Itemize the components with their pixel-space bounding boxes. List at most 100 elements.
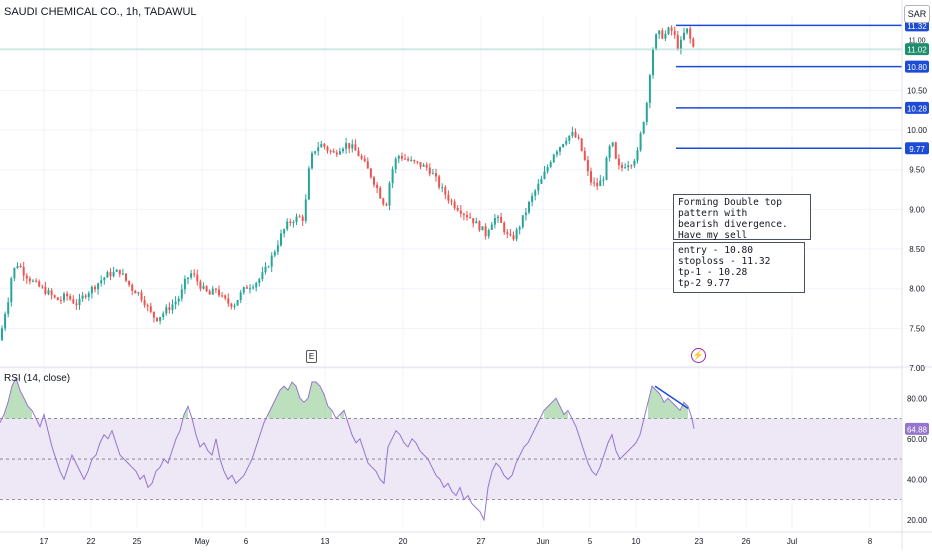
candle-body [128, 280, 131, 285]
x-tick-label: 13 [321, 537, 330, 546]
candle-body [59, 300, 62, 302]
x-tick-label: Jul [787, 537, 797, 546]
candle-body [193, 273, 196, 275]
annotation-note-1[interactable]: Forming Double top pattern with bearish … [673, 194, 811, 252]
candle-body [106, 272, 109, 278]
candle-body [373, 177, 375, 185]
level-label: 11.32 [907, 22, 927, 31]
candle-body [273, 251, 276, 256]
candle-body [174, 301, 177, 305]
candle-body [187, 277, 189, 279]
candle-body [255, 283, 258, 288]
rsi-overbought-fill [648, 386, 688, 419]
candle-body [385, 204, 388, 206]
candle-body [692, 38, 695, 47]
candle-body [7, 302, 10, 314]
candle-body [342, 148, 344, 152]
candle-body [568, 135, 571, 141]
annotation-note-2[interactable]: entry - 10.80 stoploss - 11.32 tp-1 - 10… [673, 242, 805, 293]
candle-body [183, 278, 186, 290]
candle-body [112, 271, 115, 277]
candle-body [376, 184, 379, 188]
candle-body [249, 288, 251, 290]
chart-title: SAUDI CHEMICAL CO., 1h, TADAWUL [4, 6, 197, 18]
candle-body [38, 281, 41, 287]
price-tick-label: 7.50 [909, 324, 925, 333]
lightning-icon[interactable]: ⚡ [691, 348, 706, 363]
candle-body [63, 293, 65, 301]
candle-body [338, 151, 341, 155]
rsi-last-label: 64.88 [907, 425, 928, 434]
rsi-tick-label: 80.00 [907, 394, 928, 403]
earnings-marker[interactable]: E [306, 350, 317, 363]
candle-body [673, 30, 676, 36]
candle-body [490, 224, 493, 230]
candle-body [413, 160, 416, 162]
candle-body [500, 216, 503, 223]
candle-body [348, 143, 351, 149]
candle-body [19, 265, 22, 268]
candle-body [475, 221, 478, 224]
candle-body [276, 245, 279, 252]
candle-body [459, 210, 462, 214]
rsi-tick-label: 40.00 [907, 475, 928, 484]
currency-badge[interactable]: SAR [904, 5, 930, 23]
candle-body [630, 165, 633, 167]
rsi-last-badge [905, 422, 929, 435]
candle-body [149, 306, 152, 312]
candle-body [146, 305, 149, 307]
candle-body [177, 298, 180, 302]
candle-body [670, 27, 673, 31]
candle-body [35, 280, 38, 282]
candle-body [289, 221, 292, 223]
last-price-badge [905, 43, 929, 56]
candle-body [667, 27, 670, 35]
candle-body [478, 221, 481, 231]
candle-body [679, 39, 682, 50]
candle-body [211, 288, 214, 295]
levels[interactable]: 11.32 10.80 10.28 9.77 11.02 [0, 19, 929, 155]
x-tick-label: 10 [632, 537, 641, 546]
candle-body [84, 295, 87, 298]
price-tick-label: 8.50 [909, 245, 925, 254]
candle-body [351, 144, 354, 149]
candle-body [221, 295, 224, 297]
candle-body [41, 286, 44, 288]
candle-body [400, 155, 403, 159]
candle-body [227, 298, 230, 304]
candle-body [590, 171, 592, 183]
rsi-tick-label: 60.00 [907, 435, 928, 444]
x-tick-label: 17 [40, 537, 49, 546]
candle-body [360, 155, 363, 159]
candle-body [47, 290, 50, 294]
candle-body [283, 229, 286, 234]
rsi-overbought-fill [4, 378, 32, 419]
candle-body [447, 194, 450, 201]
candle-body [22, 267, 25, 276]
candle-body [599, 180, 602, 187]
candle-body [593, 182, 596, 184]
candle-body [686, 28, 689, 33]
candle-body [53, 295, 56, 298]
level-label: 10.80 [907, 63, 928, 72]
x-tick-label: 20 [399, 537, 408, 546]
candle-body [10, 278, 13, 303]
candle-body [159, 316, 162, 322]
candle-body [233, 305, 236, 307]
candle-body [270, 255, 273, 267]
candle-body [611, 142, 614, 147]
candle-body [552, 154, 555, 163]
candle-body [546, 166, 549, 172]
x-tick-label: 5 [588, 537, 593, 546]
candle-body [416, 161, 419, 163]
candle-body [298, 216, 301, 218]
candle-body [528, 201, 530, 213]
level-label: 9.77 [909, 145, 925, 154]
x-tick-label: 23 [695, 537, 704, 546]
price-tick-label: 7.00 [909, 364, 925, 373]
candle-body [537, 183, 540, 191]
candle-body [121, 273, 124, 275]
candle-body [472, 218, 475, 224]
